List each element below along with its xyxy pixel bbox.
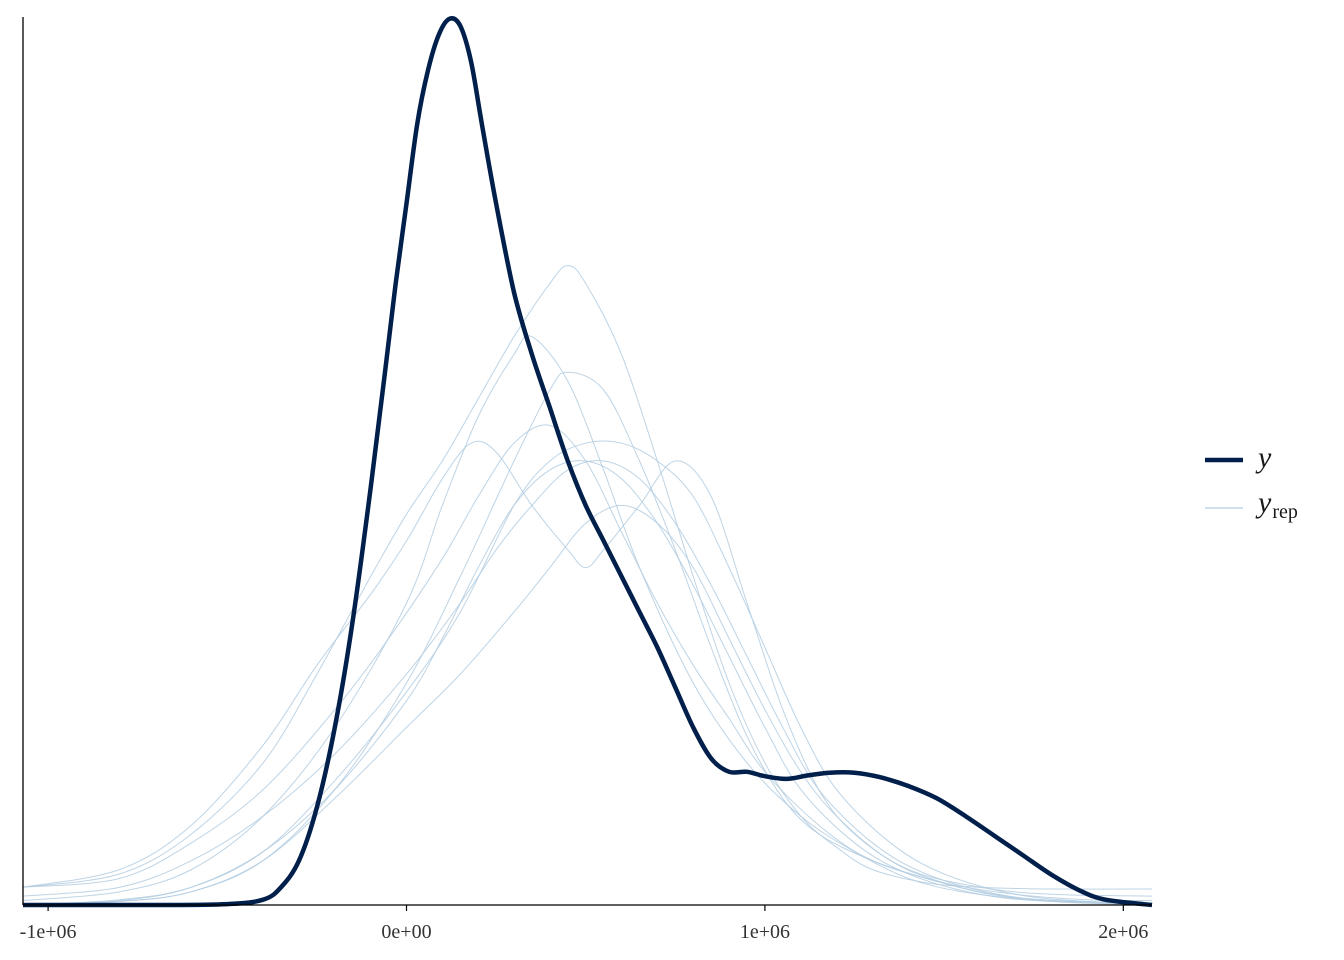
- series-line-yrep-5: [22, 440, 1153, 906]
- x-tick-label: 1e+06: [740, 921, 790, 943]
- x-tick-label: 2e+06: [1098, 921, 1148, 943]
- legend-label-yrep-main: y: [1255, 486, 1272, 519]
- series-line-yrep-3: [22, 335, 1153, 904]
- legend-label-yrep-subscript: rep: [1272, 501, 1298, 523]
- yrep-series-group: [22, 265, 1153, 906]
- series-line-yrep-4: [22, 440, 1153, 897]
- series-line-yrep-8: [22, 460, 1153, 904]
- y-series-group: [23, 16, 1153, 908]
- series-line-yrep-1: [22, 265, 1153, 890]
- series-line-y: [23, 16, 1153, 908]
- series-line-yrep-9: [22, 424, 1153, 902]
- legend: y yrep: [1205, 441, 1298, 523]
- x-tick-label: 0e+00: [381, 921, 431, 943]
- legend-label-y: y: [1255, 441, 1272, 474]
- legend-label-yrep: yrep: [1255, 486, 1298, 523]
- series-line-yrep-6: [22, 460, 1153, 906]
- x-axis-ticks: -1e+06 0e+00 1e+06 2e+06: [20, 905, 1148, 943]
- x-tick-label: -1e+06: [20, 921, 77, 943]
- series-line-yrep-7: [22, 504, 1153, 906]
